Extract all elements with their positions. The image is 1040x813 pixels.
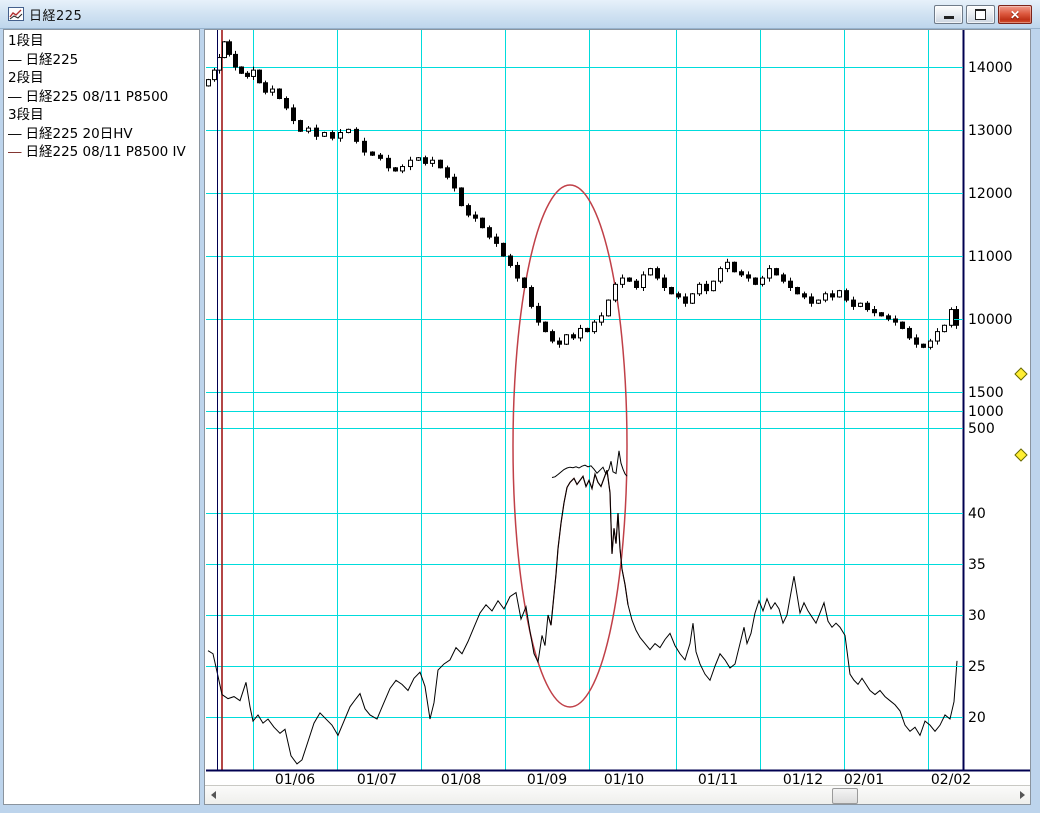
y-tick-label: 40 — [968, 506, 986, 522]
x-tick-label: 01/07 — [357, 772, 397, 788]
pane-splitter-diamond[interactable] — [1014, 367, 1028, 381]
legend-pane-header: 1段目 — [8, 33, 44, 49]
legend-pane-header: 3段目 — [8, 107, 44, 123]
x-tick-label: 02/02 — [931, 772, 971, 788]
axes — [206, 30, 1030, 772]
restore-icon — [975, 9, 986, 20]
x-tick-label: 01/06 — [275, 772, 315, 788]
left-triangle-icon — [210, 791, 216, 799]
legend-dash-icon: ― — [8, 125, 22, 142]
y-tick-label: 20 — [968, 710, 986, 726]
x-tick-label: 02/01 — [844, 772, 884, 788]
x-tick-label: 01/10 — [604, 772, 644, 788]
minimize-button[interactable] — [934, 5, 963, 24]
legend-series-row: ― 日経225 08/11 P8500 — [8, 88, 169, 105]
chart-app-icon — [8, 6, 24, 22]
scroll-left-arrow[interactable] — [205, 786, 221, 804]
legend-series-row: ― 日経225 — [8, 51, 79, 68]
x-tick-label: 01/11 — [698, 772, 738, 788]
highlight-ellipse — [512, 184, 628, 708]
y-tick-label: 11000 — [968, 249, 1013, 265]
legend-dash-icon: ― — [8, 144, 22, 160]
legend-dash-icon: ― — [8, 88, 22, 105]
pane-splitter-diamond[interactable] — [1014, 448, 1028, 462]
y-tick-label: 1000 — [968, 404, 1004, 420]
legend-dash-icon: ― — [8, 51, 22, 68]
nikkei-candlesticks — [206, 39, 959, 350]
window-controls: ✕ — [934, 5, 1032, 24]
x-tick-label: 01/08 — [441, 772, 481, 788]
minimize-icon — [943, 16, 954, 19]
y-tick-label: 500 — [968, 421, 995, 437]
historical-volatility-line — [207, 469, 958, 765]
x-axis-labels: 01/06 01/07 01/08 01/09 01/10 01/11 01/12 02/01… — [275, 772, 971, 788]
close-icon: ✕ — [1009, 7, 1021, 22]
window-title: 日経225 — [29, 8, 83, 24]
x-tick-label: 01/12 — [783, 772, 823, 788]
scroll-right-arrow[interactable] — [1014, 786, 1030, 804]
y-tick-label: 35 — [968, 557, 986, 573]
legend-series-row: ― 日経225 20日HV — [8, 125, 133, 142]
y-tick-label: 10000 — [968, 312, 1013, 328]
titlebar[interactable]: 日経225 ✕ — [0, 0, 1040, 29]
x-tick-label: 01/09 — [527, 772, 567, 788]
close-button[interactable]: ✕ — [998, 5, 1032, 24]
chart-panel: 14000 13000 12000 11000 10000 1500 1000 500 40 35… — [204, 29, 1031, 805]
restore-button[interactable] — [966, 5, 995, 24]
legend-panel: 1段目 ― 日経225 2段目 ― 日経225 08/11 P8500 3段目 ― 日経225 … — [3, 29, 200, 805]
legend-pane-header: 2段目 — [8, 70, 44, 86]
y-tick-label: 1500 — [968, 385, 1004, 401]
y-tick-label: 14000 — [968, 60, 1013, 76]
y-tick-label: 25 — [968, 659, 986, 675]
gridlines — [206, 30, 963, 770]
y-tick-label: 13000 — [968, 123, 1013, 139]
y-tick-label: 12000 — [968, 186, 1013, 202]
horizontal-scrollbar[interactable] — [205, 785, 1030, 804]
legend-series-row: ― 日経225 08/11 P8500 IV — [8, 144, 186, 160]
y-tick-label: 30 — [968, 608, 986, 624]
right-triangle-icon — [1019, 791, 1025, 799]
option-price-line — [551, 450, 628, 478]
scroll-thumb[interactable] — [832, 788, 858, 804]
